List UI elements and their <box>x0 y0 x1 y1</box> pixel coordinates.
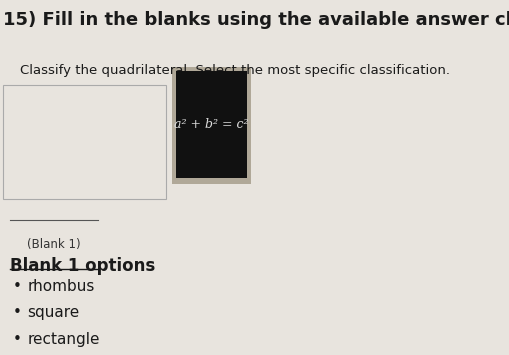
Text: 15) Fill in the blanks using the available answer choices.: 15) Fill in the blanks using the availab… <box>3 11 509 29</box>
Text: •: • <box>13 305 22 320</box>
Text: square: square <box>27 305 80 320</box>
Text: (Blank 1): (Blank 1) <box>27 238 80 251</box>
Bar <box>172 67 251 184</box>
Text: a² + b² = c²: a² + b² = c² <box>174 118 249 131</box>
Text: rectangle: rectangle <box>27 332 100 347</box>
Text: •: • <box>13 279 22 294</box>
Text: Blank 1 options: Blank 1 options <box>10 257 155 275</box>
Bar <box>3 85 166 199</box>
Text: rhombus: rhombus <box>27 279 95 294</box>
Text: Classify the quadrilateral. Select the most specific classification.: Classify the quadrilateral. Select the m… <box>19 64 449 77</box>
Bar <box>176 71 247 178</box>
Text: •: • <box>13 332 22 347</box>
